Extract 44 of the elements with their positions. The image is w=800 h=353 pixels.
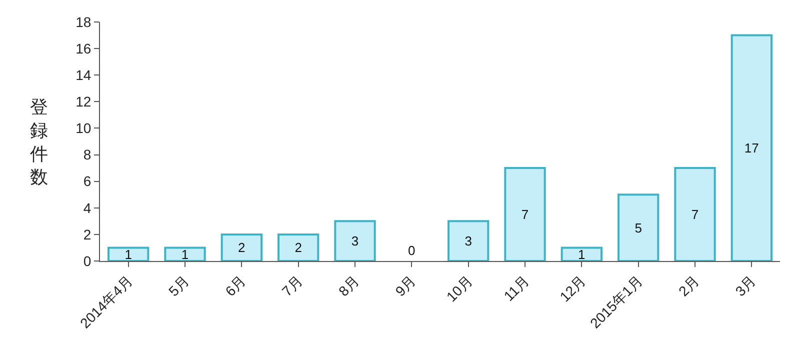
y-tick-label: 14 bbox=[76, 67, 92, 84]
bar bbox=[448, 220, 490, 261]
y-tick-label: 2 bbox=[83, 226, 92, 242]
x-tick-label: 3月 bbox=[732, 272, 759, 300]
bar bbox=[618, 194, 660, 261]
data-label: 2 bbox=[294, 240, 302, 256]
y-tick-label: 10 bbox=[76, 120, 92, 136]
x-tick-label: 7月 bbox=[278, 272, 306, 300]
bar bbox=[108, 246, 150, 261]
y-tick-label: 6 bbox=[83, 173, 92, 190]
data-label: 0 bbox=[408, 243, 416, 258]
bar bbox=[334, 220, 376, 261]
bar bbox=[504, 167, 546, 261]
bar bbox=[560, 246, 602, 261]
x-tick-label: 6月 bbox=[222, 272, 249, 300]
bar bbox=[278, 233, 320, 261]
data-label: 1 bbox=[124, 246, 132, 262]
x-tick-label: 12月 bbox=[556, 272, 589, 305]
x-tick-label: 5月 bbox=[165, 272, 192, 300]
y-tick-label: 16 bbox=[76, 40, 92, 56]
x-tick-label: 8月 bbox=[335, 272, 362, 300]
y-tick-label: 18 bbox=[76, 14, 92, 30]
y-tick-label: 12 bbox=[76, 94, 92, 110]
y-axis-title: 登録件数 bbox=[30, 97, 48, 188]
data-label: 7 bbox=[521, 207, 529, 222]
x-tick-label: 9月 bbox=[392, 272, 419, 300]
data-label: 2 bbox=[238, 240, 246, 256]
data-label: 1 bbox=[578, 246, 586, 262]
y-tick-label: 8 bbox=[83, 146, 92, 163]
x-tick-label: 10月 bbox=[443, 272, 476, 305]
bar bbox=[730, 34, 772, 261]
data-label: 17 bbox=[744, 140, 759, 156]
x-tick-label: 2月 bbox=[675, 272, 702, 300]
bar bbox=[164, 246, 206, 261]
data-label: 1 bbox=[181, 246, 189, 262]
data-label: 3 bbox=[464, 234, 472, 249]
bar bbox=[220, 233, 262, 261]
y-tick-label: 4 bbox=[83, 200, 92, 216]
y-tick-label: 0 bbox=[83, 252, 92, 269]
data-label: 3 bbox=[351, 234, 359, 249]
bar bbox=[674, 167, 716, 261]
x-tick-label: 11月 bbox=[500, 272, 532, 304]
data-label: 7 bbox=[691, 207, 699, 222]
data-label: 5 bbox=[634, 220, 642, 236]
